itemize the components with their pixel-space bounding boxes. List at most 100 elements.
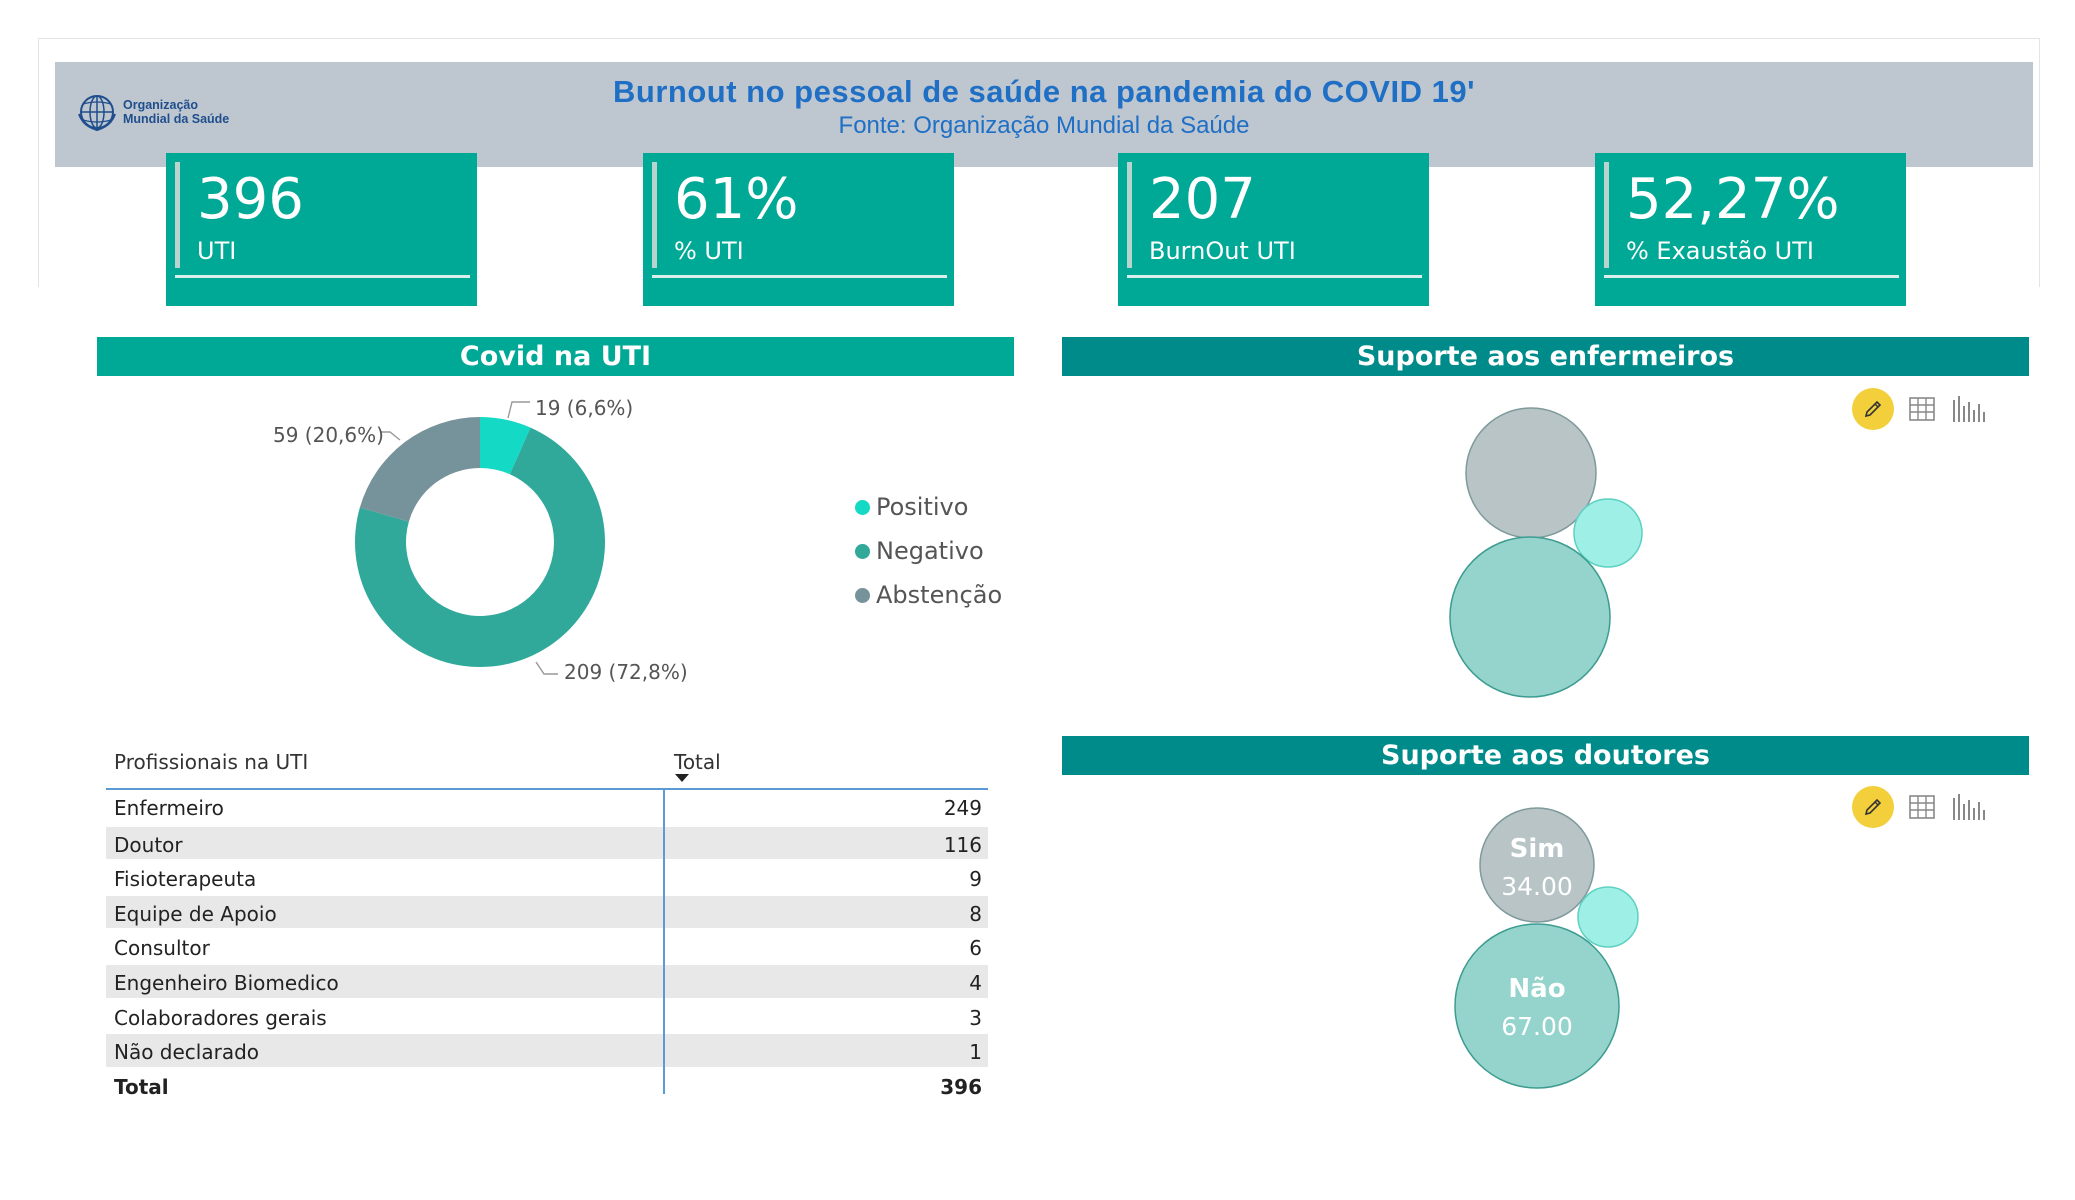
section-header-doutores: Suporte aos doutores <box>1062 736 2029 775</box>
column-header-total[interactable]: Total <box>674 750 721 774</box>
bubble-chart-enfermeiros[interactable] <box>1420 395 1680 715</box>
table-row[interactable]: Engenheiro Biomedico 4 <box>106 962 988 998</box>
donut-label-negativo: 209 (72,8%) <box>564 660 688 684</box>
report-frame <box>38 38 2040 287</box>
legend-label: Abstenção <box>876 581 1003 609</box>
table-total-row: Total 396 <box>106 1066 988 1102</box>
table-row[interactable]: Doutor 116 <box>106 824 988 860</box>
who-emblem-icon <box>78 95 116 132</box>
edit-pencil-icon[interactable] <box>1852 388 1894 430</box>
row-name: Equipe de Apoio <box>114 901 277 926</box>
kpi-accent-bar <box>1604 162 1609 268</box>
legend-dot <box>855 499 870 515</box>
table-row[interactable]: Não declarado 1 <box>106 1032 988 1067</box>
row-name: Doutor <box>114 832 183 857</box>
page-subtitle: Fonte: Organização Mundial da Saúde <box>838 112 1250 139</box>
row-total: 116 <box>943 832 982 857</box>
visual-header-doutores <box>1852 786 1986 828</box>
legend-label: Negativo <box>876 537 984 565</box>
row-name: Não declarado <box>114 1040 260 1065</box>
bubble-value-sim: 34.00 <box>1501 872 1573 901</box>
covid-donut-chart[interactable] <box>340 390 700 720</box>
bubble-sim <box>1479 807 1595 923</box>
row-total: 6 <box>969 936 982 961</box>
bubble-light <box>1577 886 1639 948</box>
kpi-card-pct-uti[interactable]: 61% % UTI <box>643 153 954 306</box>
leader-line-negativo <box>535 661 558 675</box>
row-total: 4 <box>969 970 982 995</box>
legend-item-positivo[interactable]: Positivo <box>855 485 1002 529</box>
kpi-card-burnout-uti[interactable]: 207 BurnOut UTI <box>1118 153 1429 306</box>
section-header-enfermeiros: Suporte aos enfermeiros <box>1062 337 2029 376</box>
kpi-underline <box>652 275 947 278</box>
kpi-label: UTI <box>197 237 237 265</box>
kpi-value: 207 <box>1149 167 1256 232</box>
bar-chart-icon[interactable] <box>1950 792 1986 822</box>
row-name: Fisioterapeuta <box>114 867 257 892</box>
kpi-label: BurnOut UTI <box>1149 237 1296 265</box>
donut-slice-abstencao[interactable] <box>359 417 480 522</box>
visual-header-enfermeiros <box>1852 388 1986 430</box>
kpi-card-exaustao-uti[interactable]: 52,27% % Exaustão UTI <box>1595 153 1906 306</box>
donut-legend: Positivo Negativo Abstenção <box>855 485 1002 617</box>
table-row[interactable]: Enfermeiro 249 <box>106 790 988 825</box>
page-title: Burnout no pessoal de saúde na pandemia … <box>613 74 1475 109</box>
row-name: Colaboradores gerais <box>114 1005 327 1030</box>
donut-slice-negativo[interactable] <box>355 427 605 667</box>
column-header-profissionais[interactable]: Profissionais na UTI <box>114 750 309 774</box>
edit-pencil-icon[interactable] <box>1852 786 1894 828</box>
profissionais-table[interactable]: Profissionais na UTI Total Enfermeiro 249… <box>106 738 988 1101</box>
table-row[interactable]: Equipe de Apoio 8 <box>106 893 988 929</box>
kpi-value: 396 <box>197 167 304 232</box>
row-total: 9 <box>969 867 982 892</box>
section-header-covid: Covid na UTI <box>97 337 1014 376</box>
row-name: Engenheiro Biomedico <box>114 970 339 995</box>
kpi-label: % UTI <box>674 237 744 265</box>
kpi-accent-bar <box>652 162 657 268</box>
legend-label: Positivo <box>876 493 969 521</box>
column-divider[interactable] <box>663 788 665 1094</box>
row-name: Consultor <box>114 936 210 961</box>
header-banner <box>55 62 2033 167</box>
sort-desc-icon[interactable] <box>675 774 689 782</box>
table-row[interactable]: Fisioterapeuta 9 <box>106 859 988 894</box>
leader-line-positivo <box>507 401 530 419</box>
bubble-teal <box>1449 536 1611 698</box>
bubble-label-nao: Não <box>1508 974 1565 1004</box>
legend-dot <box>855 543 870 559</box>
total-value: 396 <box>940 1074 982 1099</box>
bubble-nao <box>1454 923 1620 1089</box>
legend-dot <box>855 587 870 603</box>
leader-line-abstencao <box>380 431 401 441</box>
donut-label-positivo: 19 (6,6%) <box>535 396 634 420</box>
kpi-underline <box>175 275 470 278</box>
table-header-row: Profissionais na UTI Total <box>106 738 988 790</box>
row-total: 3 <box>969 1005 982 1030</box>
donut-label-abstencao: 59 (20,6%) <box>273 423 384 447</box>
logo-line2: Mundial da Saúde <box>123 112 230 126</box>
kpi-underline <box>1127 275 1422 278</box>
row-total: 249 <box>943 796 982 820</box>
kpi-value: 52,27% <box>1626 167 1840 232</box>
kpi-accent-bar <box>175 162 180 268</box>
row-name: Enfermeiro <box>114 796 224 820</box>
table-row[interactable]: Colaboradores gerais 3 <box>106 997 988 1033</box>
kpi-underline <box>1604 275 1899 278</box>
table-grid-icon[interactable] <box>1908 395 1936 423</box>
legend-item-abstencao[interactable]: Abstenção <box>855 573 1002 617</box>
kpi-card-uti[interactable]: 396 UTI <box>166 153 477 306</box>
bubble-chart-doutores[interactable]: Sim 34.00 Não 67.00 <box>1420 795 1680 1095</box>
bubble-value-nao: 67.00 <box>1501 1012 1573 1041</box>
kpi-accent-bar <box>1127 162 1132 268</box>
kpi-value: 61% <box>674 167 799 232</box>
row-total: 1 <box>969 1040 982 1065</box>
logo-line1: Organização <box>123 98 199 112</box>
table-grid-icon[interactable] <box>1908 793 1936 821</box>
row-total: 8 <box>969 901 982 926</box>
bubble-label-sim: Sim <box>1510 834 1565 864</box>
total-label: Total <box>114 1074 169 1099</box>
legend-item-negativo[interactable]: Negativo <box>855 529 1002 573</box>
bar-chart-icon[interactable] <box>1950 394 1986 424</box>
table-row[interactable]: Consultor 6 <box>106 928 988 963</box>
donut-slice-positivo[interactable] <box>480 417 531 475</box>
